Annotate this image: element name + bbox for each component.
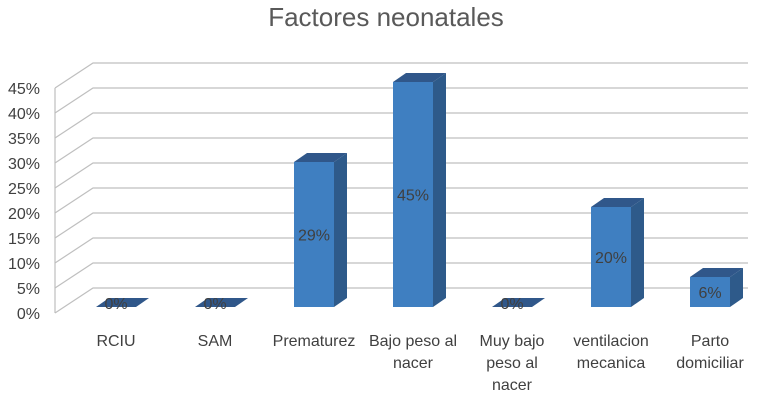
data-label: 0% — [104, 296, 127, 313]
bar — [591, 198, 644, 307]
bar-side-face — [334, 153, 347, 307]
gridline — [54, 212, 748, 239]
category-label: Prematurez — [273, 333, 356, 350]
category-label: Muy bajo peso al nacer — [480, 333, 545, 394]
y-tick-label: 30% — [8, 156, 40, 173]
y-tick-label: 25% — [8, 181, 40, 198]
data-label: 0% — [203, 296, 226, 313]
bar — [195, 298, 248, 307]
y-tick-label: 15% — [8, 231, 40, 248]
data-label: 0% — [500, 296, 523, 313]
bar-top-face — [591, 198, 644, 207]
bar-front-face — [690, 277, 730, 307]
gridline — [54, 87, 748, 114]
bar-top-face — [96, 298, 149, 307]
gridline — [54, 237, 748, 264]
bar-side-face — [730, 268, 743, 307]
bar — [492, 298, 545, 307]
category-label: RCIU — [96, 333, 135, 350]
bar — [96, 298, 149, 307]
data-label: 6% — [698, 285, 721, 302]
gridlines — [54, 62, 748, 314]
bar-side-face — [433, 73, 446, 307]
category-label: SAM — [198, 333, 233, 350]
bar — [393, 73, 446, 307]
bar — [690, 268, 743, 307]
y-tick-label: 20% — [8, 206, 40, 223]
bar-top-face — [690, 268, 743, 277]
y-tick-label: 40% — [8, 106, 40, 123]
y-tick-label: 10% — [8, 256, 40, 273]
gridline — [54, 162, 748, 189]
bar-front-face — [393, 82, 433, 307]
y-tick-label: 45% — [8, 81, 40, 98]
gridline — [54, 287, 748, 314]
category-label: Parto domiciliar — [676, 333, 744, 372]
bar-top-face — [492, 298, 545, 307]
bars — [96, 73, 743, 307]
gridline — [54, 62, 748, 89]
bar-top-face — [393, 73, 446, 82]
bar-front-face — [591, 207, 631, 307]
bar-side-face — [631, 198, 644, 307]
data-label: 20% — [595, 250, 627, 267]
x-axis-labels: RCIU SAM Prematurez Bajo peso al nacer Muy ba… — [96, 333, 744, 394]
y-axis-ticks: 0% 5% 10% 15% 20% 25% 30% 35% 40% 45% — [8, 81, 40, 323]
data-label: 45% — [397, 188, 429, 205]
data-label: 29% — [298, 228, 330, 245]
y-tick-label: 35% — [8, 131, 40, 148]
bar-front-face — [294, 162, 334, 307]
data-labels: 0% 0% 29% 45% 0% 20% 6% — [104, 188, 721, 314]
gridline — [54, 262, 748, 289]
category-label: Bajo peso al nacer — [369, 333, 457, 372]
gridline — [54, 137, 748, 164]
chart-title: Factores neonatales — [268, 2, 504, 32]
y-tick-label: 5% — [17, 281, 40, 298]
gridline — [54, 112, 748, 139]
gridline — [54, 187, 748, 214]
category-label: ventilacion mecanica — [573, 333, 649, 372]
bar — [294, 153, 347, 307]
bar-top-face — [195, 298, 248, 307]
bar-top-face — [294, 153, 347, 162]
y-tick-label: 0% — [17, 306, 40, 323]
